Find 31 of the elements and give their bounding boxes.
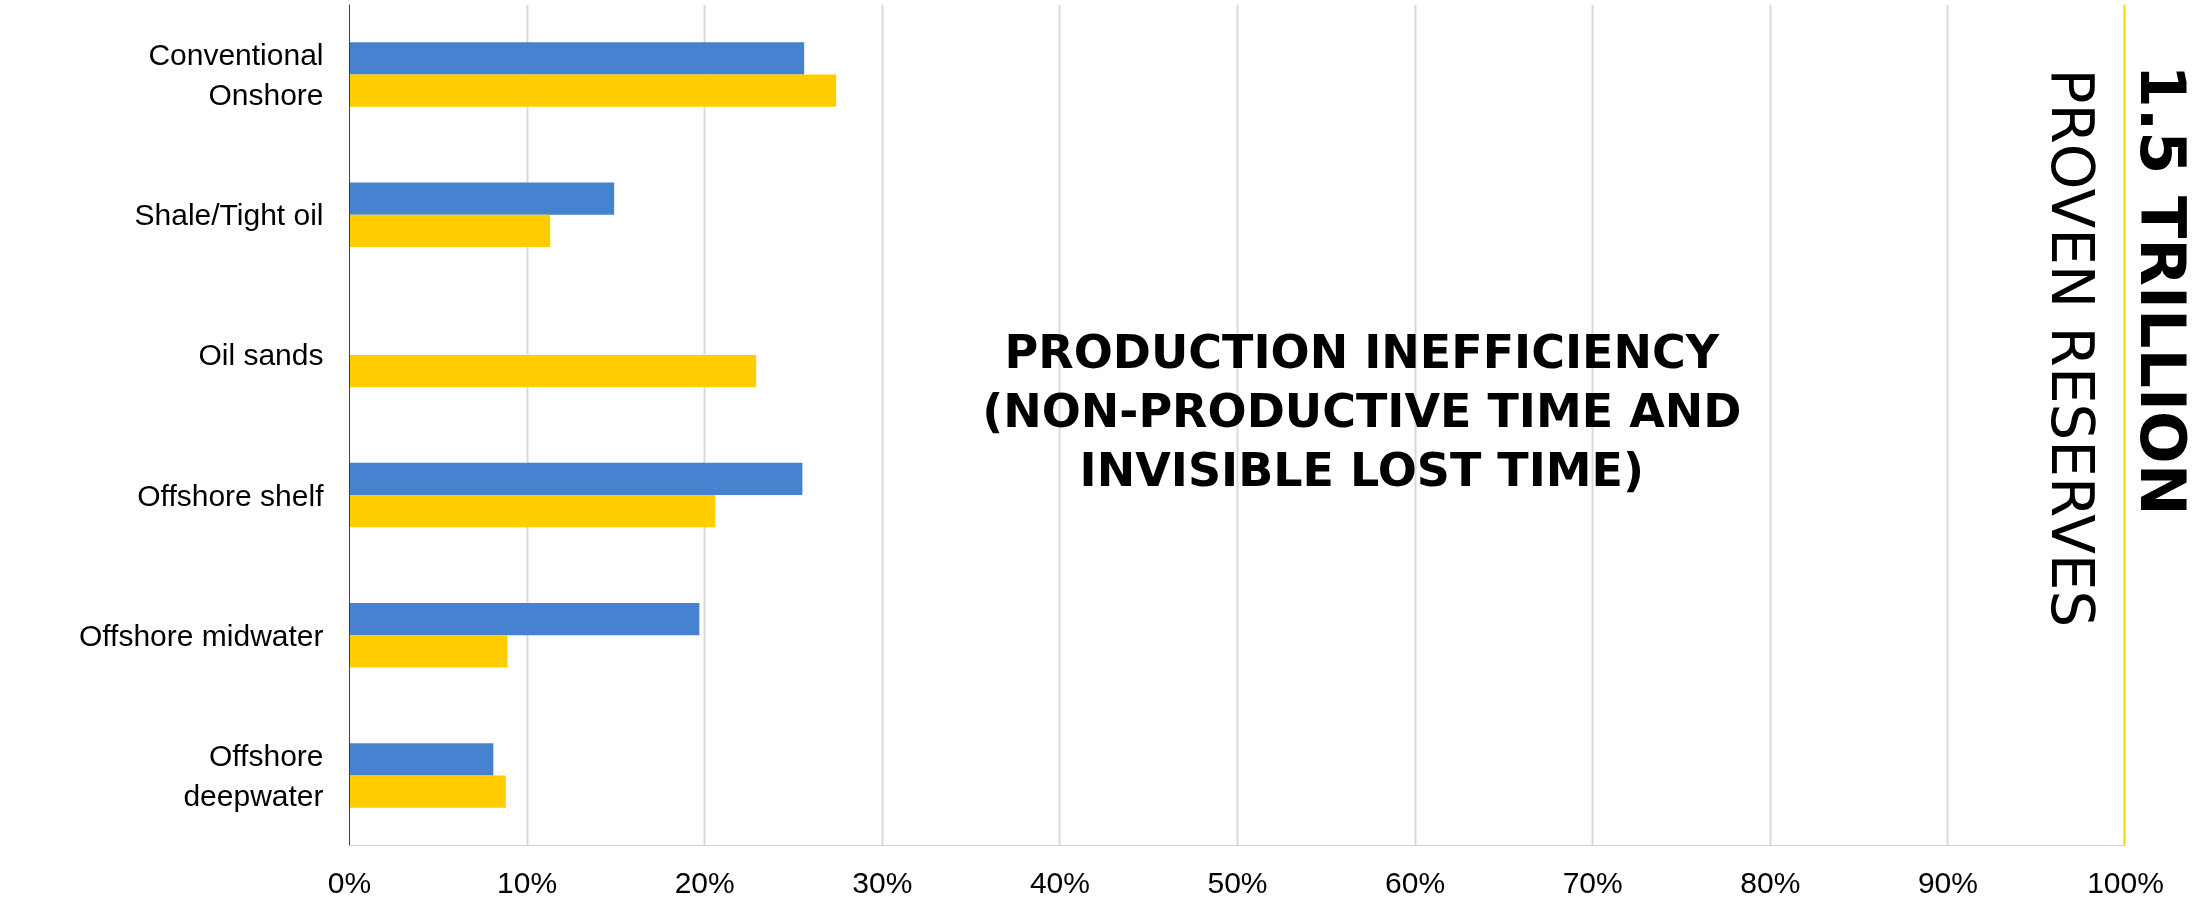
bar [349, 354, 757, 388]
y-tick-label: Offshore deepwater [183, 739, 324, 812]
x-tick-label: 80% [1740, 865, 1801, 899]
annotation: PROVEN RESERVES [2038, 68, 2107, 628]
x-tick-label: 90% [1917, 865, 1978, 899]
x-tick-label: 70% [1562, 865, 1623, 899]
bar [349, 182, 615, 215]
x-tick-label: 50% [1207, 865, 1268, 899]
x-tick-label: 100% [2087, 865, 2164, 899]
x-tick-label: 10% [497, 865, 558, 899]
y-tick-label: Oil sands [198, 338, 324, 372]
bar [349, 635, 508, 668]
x-tick-label: 0% [327, 865, 372, 899]
bar [349, 743, 494, 776]
y-tick-label: Offshore shelf [137, 478, 325, 512]
bar [349, 603, 700, 636]
bar [349, 775, 506, 808]
bar [349, 42, 805, 75]
y-tick-label: Offshore midwater [78, 618, 324, 652]
text: 1.5 TRILLION [2125, 64, 2199, 516]
x-tick-label: 40% [1029, 865, 1090, 899]
x-tick-label: 30% [852, 865, 913, 899]
bar [349, 495, 716, 528]
bar [349, 214, 551, 247]
x-tick-label: 60% [1385, 865, 1446, 899]
x-tick-label: 20% [674, 865, 735, 899]
annotation: PRODUCTION INEFFICIENCY (NON-PRODUCTIVE TIME AND INVISIBLE LOST TIME) [982, 324, 1742, 498]
y-tick-label: Conventional Onshore [148, 38, 324, 111]
bar [349, 74, 837, 107]
y-tick-label: Shale/Tight oil [134, 198, 324, 232]
bar [349, 462, 803, 496]
